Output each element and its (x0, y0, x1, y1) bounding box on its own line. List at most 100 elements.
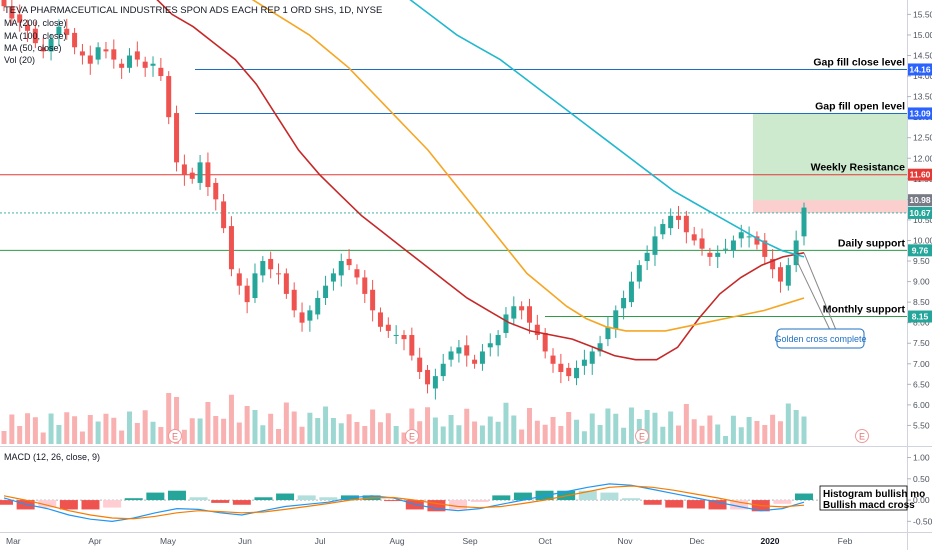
candle-body (393, 335, 399, 337)
earnings-marker (405, 429, 419, 443)
time-tick-label: May (160, 536, 177, 546)
volume-bar (699, 425, 705, 444)
volume-bar (134, 423, 140, 444)
candle-body (362, 277, 368, 294)
candle-body (252, 273, 258, 299)
candle-body (401, 335, 407, 340)
volume-bar (338, 423, 344, 444)
earnings-marker-label: E (409, 432, 415, 442)
candle-body (158, 67, 164, 77)
macd-histogram-bar (211, 500, 230, 503)
candle-body (691, 234, 697, 241)
candle-body (754, 236, 760, 245)
price-tick-label: 7.00 (913, 359, 930, 369)
time-tick-label: Feb (838, 536, 853, 546)
candle-body (291, 289, 297, 311)
volume-bar (448, 415, 454, 444)
price-tick-label: 12.50 (913, 133, 932, 143)
volume-bar (534, 420, 540, 444)
candle-body (134, 51, 140, 60)
volume-bar (628, 407, 634, 444)
candle-body (244, 285, 250, 303)
candle-body (111, 49, 117, 60)
macd-histogram-bar (449, 500, 468, 510)
volume-bar (464, 408, 470, 444)
macd-histogram-bar (427, 500, 446, 512)
candle-body (464, 345, 470, 356)
price-marker-label: 14.16 (909, 64, 931, 74)
volume-bar (770, 414, 776, 444)
volume-bar (236, 422, 242, 444)
earnings-marker-label: E (639, 432, 645, 442)
macd-tick-label: -0.50 (913, 516, 932, 526)
candle-body (613, 310, 619, 329)
callout-line (795, 258, 831, 331)
macd-histogram-bar (795, 493, 813, 501)
candle-body (166, 76, 172, 118)
legend-volume: Vol (20) (4, 55, 36, 66)
earnings-marker (635, 429, 649, 443)
volume-bar (299, 426, 305, 444)
macd-histogram-bar (254, 497, 273, 501)
volume-bar (323, 406, 329, 444)
candle-body (785, 265, 791, 286)
candle-body (197, 162, 203, 183)
volume-bar (330, 418, 336, 444)
volume-bar (754, 421, 760, 444)
candle-body (228, 226, 234, 270)
candle-body (425, 369, 431, 385)
macd-histogram-bar (146, 492, 165, 501)
candle-body (142, 61, 148, 68)
macd-histogram-bar (578, 490, 597, 501)
macd-line (3, 483, 805, 523)
candle-body (17, 14, 23, 23)
macd-label: MACD (12, 26, close, 9) (4, 452, 100, 462)
volume-bar (244, 406, 250, 444)
volume-bar (432, 417, 438, 444)
level-label: Monthly support (823, 304, 906, 316)
volume-bar (644, 410, 650, 444)
volume-bar (197, 418, 203, 444)
volume-bar (597, 425, 603, 444)
volume-bar (111, 417, 117, 444)
resistance-zone-green (753, 113, 907, 201)
volume-bar (268, 413, 274, 444)
candle-body (526, 306, 532, 323)
macd-tick-label: 1.00 (913, 453, 930, 463)
candle-body (370, 289, 376, 311)
candle-body (699, 238, 705, 249)
candle-body (236, 273, 242, 286)
volume-bar (393, 426, 399, 444)
time-tick-label: Sep (462, 536, 477, 546)
volume-bar (228, 394, 234, 444)
volume-bar (526, 408, 532, 444)
volume-bar (581, 431, 587, 444)
candle-body (448, 351, 454, 360)
volume-bar (181, 429, 187, 444)
macd-histogram-bar (103, 500, 122, 508)
time-tick-label: Mar (6, 536, 21, 546)
time-tick-label: Aug (389, 536, 404, 546)
volume-bar (9, 414, 15, 444)
candle-body (550, 355, 556, 364)
candle-body (534, 324, 540, 336)
candle-body (566, 367, 572, 377)
candle-body (315, 298, 321, 315)
price-marker-label: 8.15 (912, 312, 929, 322)
price-tick-label: 8.50 (913, 297, 930, 307)
macd-histogram-bar (0, 500, 13, 505)
price-marker (908, 206, 932, 219)
volume-bar (276, 429, 282, 444)
volume-bar (189, 418, 195, 444)
price-tick-label: 12.00 (913, 153, 932, 163)
volume-bar (103, 413, 109, 444)
macd-histogram-bar (232, 500, 251, 505)
candle-body (558, 363, 564, 373)
price-tick-label: 13.50 (913, 92, 932, 102)
volume-bar (291, 411, 297, 444)
volume-bar (440, 426, 446, 444)
time-tick-label: Oct (538, 536, 552, 546)
price-tick-label: 15.50 (913, 9, 932, 19)
volume-bar (72, 416, 78, 444)
candle-body (723, 248, 729, 250)
